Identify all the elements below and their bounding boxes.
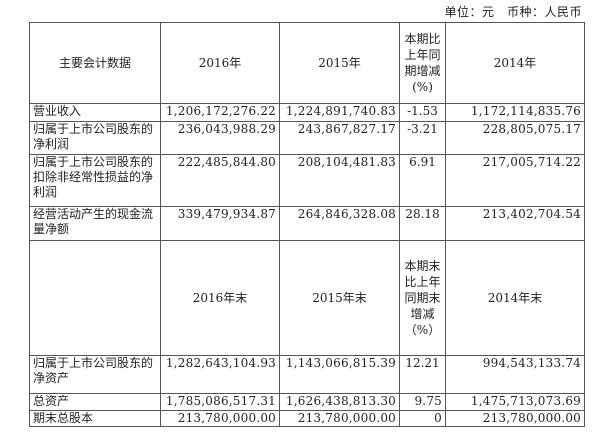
table-row: 归属于上市公司股东的净利润 236,043,988.29 243,867,827…	[29, 121, 585, 155]
change-cell: 0	[399, 410, 446, 427]
value-cell: 213,780,000.00	[279, 410, 400, 427]
value-cell: 1,172,114,835.76	[445, 103, 585, 122]
change-cell: 12.21	[399, 355, 446, 394]
change-cell: 9.75	[399, 393, 446, 411]
value-cell: 339,479,934.87	[160, 206, 280, 241]
value-cell: 264,846,328.08	[279, 206, 400, 241]
header-cell: 2014年末	[445, 240, 585, 356]
header-row: 2016年末 2015年末 本期末比上年同期末增减（%） 2014年末	[29, 240, 585, 356]
value-cell: 213,780,000.00	[160, 410, 280, 427]
change-cell: 6.91	[399, 154, 446, 207]
row-label: 归属于上市公司股东的净资产	[29, 355, 161, 394]
unit-currency-note: 单位：元 币种：人民币	[444, 5, 582, 19]
value-cell: 1,282,643,104.93	[160, 355, 280, 394]
value-cell: 1,785,086,517.31	[160, 393, 280, 411]
value-cell: 228,805,075.17	[445, 121, 585, 155]
table-row: 归属于上市公司股东的扣除非经常性损益的净利润 222,485,844.80 20…	[29, 154, 585, 207]
header-row: 主要会计数据 2016年 2015年 本期比上年同期增减(%) 2014年	[29, 22, 585, 104]
value-cell: 236,043,988.29	[160, 121, 280, 155]
value-cell: 213,780,000.00	[445, 410, 585, 427]
header-cell: 本期比上年同期增减(%)	[399, 22, 446, 104]
header-cell: 主要会计数据	[29, 22, 161, 104]
table-row: 经营活动产生的现金流量净额 339,479,934.87 264,846,328…	[29, 206, 585, 241]
row-label: 总资产	[29, 393, 161, 411]
header-cell: 2015年	[279, 22, 400, 104]
value-cell: 243,867,827.17	[279, 121, 400, 155]
value-cell: 1,626,438,813.30	[279, 393, 400, 411]
change-cell: 28.18	[399, 206, 446, 241]
header-cell: 2016年	[160, 22, 280, 104]
row-label: 期末总股本	[29, 410, 161, 427]
table-row: 归属于上市公司股东的净资产 1,282,643,104.93 1,143,066…	[29, 355, 585, 394]
header-cell: 本期末比上年同期末增减（%）	[399, 240, 446, 356]
value-cell: 213,402,704.54	[445, 206, 585, 241]
value-cell: 1,475,713,073.69	[445, 393, 585, 411]
table-row: 期末总股本 213,780,000.00 213,780,000.00 0 21…	[29, 410, 585, 427]
value-cell: 1,206,172,276.22	[160, 103, 280, 122]
financial-data-table: 主要会计数据 2016年 2015年 本期比上年同期增减(%) 2014年 营业…	[29, 22, 585, 427]
value-cell: 994,543,133.74	[445, 355, 585, 394]
row-label: 归属于上市公司股东的净利润	[29, 121, 161, 155]
header-cell: 2015年末	[279, 240, 400, 356]
table-row: 总资产 1,785,086,517.31 1,626,438,813.30 9.…	[29, 393, 585, 411]
value-cell: 1,143,066,815.39	[279, 355, 400, 394]
header-cell	[29, 240, 161, 356]
value-cell: 1,224,891,740.83	[279, 103, 400, 122]
header-cell: 2016年末	[160, 240, 280, 356]
value-cell: 222,485,844.80	[160, 154, 280, 207]
row-label: 营业收入	[29, 103, 161, 122]
row-label: 归属于上市公司股东的扣除非经常性损益的净利润	[29, 154, 161, 207]
change-cell: -1.53	[399, 103, 446, 122]
header-cell: 2014年	[445, 22, 585, 104]
row-label: 经营活动产生的现金流量净额	[29, 206, 161, 241]
change-cell: -3.21	[399, 121, 446, 155]
value-cell: 208,104,481.83	[279, 154, 400, 207]
table-row: 营业收入 1,206,172,276.22 1,224,891,740.83 -…	[29, 103, 585, 122]
value-cell: 217,005,714.22	[445, 154, 585, 207]
